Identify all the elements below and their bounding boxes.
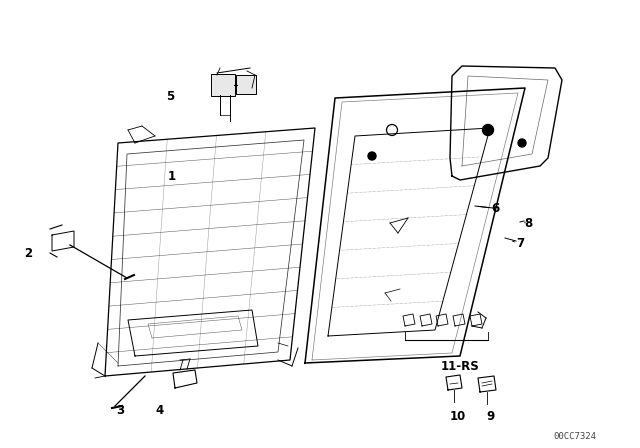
Text: 10: 10 — [450, 409, 466, 422]
Circle shape — [518, 139, 526, 147]
Text: 00CC7324: 00CC7324 — [554, 431, 596, 440]
Text: 6: 6 — [491, 202, 499, 215]
Text: 11-RS: 11-RS — [440, 359, 479, 372]
Circle shape — [483, 125, 493, 135]
Text: 1: 1 — [168, 169, 176, 182]
Text: 4: 4 — [156, 404, 164, 417]
FancyBboxPatch shape — [236, 75, 256, 94]
FancyBboxPatch shape — [211, 74, 235, 96]
Text: 2: 2 — [24, 246, 32, 259]
Text: 9: 9 — [486, 409, 494, 422]
Text: 7: 7 — [516, 237, 524, 250]
Text: 3: 3 — [116, 404, 124, 417]
Circle shape — [368, 152, 376, 160]
Text: 5: 5 — [166, 90, 174, 103]
Text: 8: 8 — [524, 216, 532, 229]
